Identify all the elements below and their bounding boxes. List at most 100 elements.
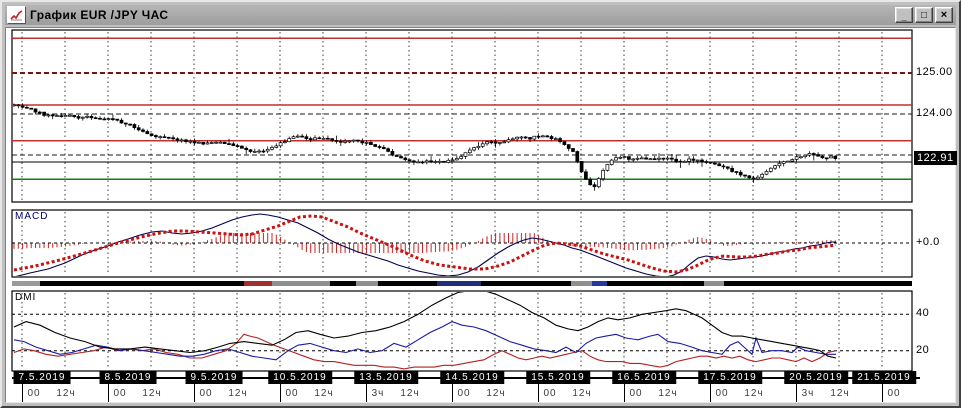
maximize-icon: □ (920, 10, 928, 21)
price-panel[interactable] (11, 29, 913, 203)
candle-body (403, 157, 408, 161)
macd-line (15, 213, 836, 276)
candle-body (687, 158, 691, 162)
candle-body (399, 156, 403, 159)
candle-body (536, 135, 541, 138)
candle-body (145, 131, 150, 135)
candle-body (493, 141, 498, 144)
candle-body (734, 171, 739, 173)
candle-body (738, 171, 743, 176)
candle-body (209, 142, 214, 144)
candle-body (20, 105, 25, 108)
candle-body (618, 156, 623, 159)
candle-body (257, 150, 261, 153)
candle-body (820, 155, 825, 159)
candle-body (652, 158, 657, 161)
candle-body (558, 138, 562, 143)
minimize-button[interactable]: _ (895, 7, 913, 23)
candle-body (596, 178, 601, 188)
candle-body (304, 136, 309, 139)
candle-body (179, 139, 184, 142)
candle-body (498, 142, 502, 144)
dmi-minus-di-line (13, 333, 837, 370)
window-controls: _ □ × (895, 7, 953, 23)
window-title: График EUR /JPY ЧАС (30, 8, 169, 22)
candle-body (214, 141, 218, 144)
candle-body (93, 117, 98, 120)
candle-body (360, 140, 365, 144)
candle-body (89, 115, 94, 119)
candle-body (472, 147, 476, 151)
candle-body (523, 136, 528, 139)
candle-body (833, 155, 838, 159)
candle-body (532, 135, 537, 140)
candle-body (541, 135, 545, 138)
candle-body (824, 157, 829, 160)
candle-body (459, 156, 464, 159)
candle-body (635, 157, 640, 160)
candle-body (455, 158, 459, 161)
candle-body (287, 138, 292, 143)
line-chart-icon (7, 6, 26, 24)
candle-body (811, 153, 816, 155)
candle-body (713, 162, 717, 165)
candle-body (55, 115, 59, 117)
candle-body (295, 135, 300, 138)
candle-body (601, 170, 605, 180)
candle-body (704, 161, 709, 163)
titlebar[interactable]: График EUR /JPY ЧАС _ □ × (5, 5, 956, 25)
candle-body (665, 157, 670, 160)
candle-body (123, 122, 128, 125)
candle-body (674, 158, 679, 162)
candle-body (85, 115, 89, 118)
candle-body (412, 160, 416, 163)
candle-body (545, 135, 550, 138)
candle-body (102, 118, 107, 121)
candle-body (579, 161, 584, 173)
dmi-axis-label-20: 20 (916, 344, 930, 356)
dmi-plus-di-line (13, 320, 836, 361)
candle-body (614, 157, 618, 161)
candle-body (37, 111, 42, 114)
candle-body (627, 156, 631, 160)
candle-body (347, 140, 352, 143)
candle-body (46, 114, 51, 117)
candle-body (790, 159, 795, 162)
candle-body (386, 148, 390, 152)
candle-body (76, 116, 81, 119)
candle-body (252, 150, 257, 153)
maximize-button[interactable]: □ (915, 7, 933, 23)
macd-panel-label: MACD (15, 211, 49, 222)
candle-body (390, 151, 395, 156)
candle-body (33, 108, 38, 113)
candle-body (605, 164, 610, 171)
candle-body (506, 139, 511, 143)
candle-body (50, 114, 55, 117)
dmi-panel[interactable] (11, 290, 913, 372)
candle-body (300, 135, 304, 138)
candle-body (682, 161, 687, 163)
candle-body (420, 161, 425, 164)
close-button[interactable]: × (935, 7, 953, 23)
dmi-axis-label-40: 40 (916, 307, 930, 319)
candle-body (162, 136, 167, 139)
candle-body (128, 123, 132, 126)
candle-body (515, 136, 519, 140)
candle-body (227, 143, 231, 145)
candle-body (338, 140, 343, 143)
candle-body (588, 178, 593, 186)
candle-body (369, 142, 373, 145)
candle-body (326, 137, 330, 140)
candle-body (463, 152, 468, 157)
price-axis-label-124: 124.00 (916, 107, 953, 119)
candle-body (240, 145, 244, 149)
macd-signal-line (13, 214, 837, 274)
candle-body (72, 114, 77, 117)
candle-body (519, 136, 524, 139)
candle-body (622, 156, 627, 158)
candle-body (708, 161, 713, 164)
candle-body (321, 137, 326, 140)
candle-body (25, 106, 29, 109)
close-icon: × (940, 9, 948, 21)
